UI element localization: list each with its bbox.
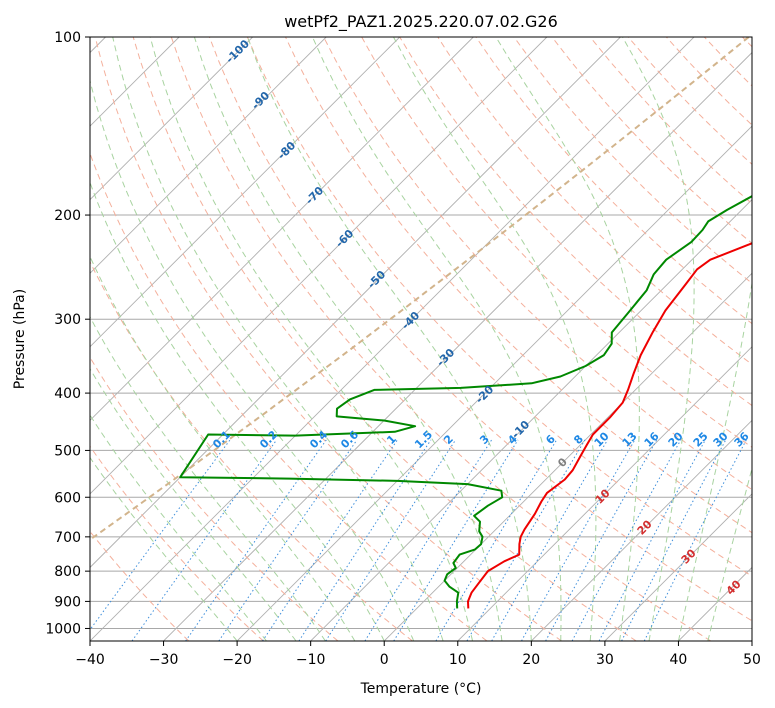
mixing-ratio-line [521,439,636,641]
isobar-lines [90,37,752,629]
isotherm-line [90,37,253,201]
isotherm-line [90,37,621,569]
y-axis-ticks: 100 200 300 400 500 600 700 800 900 1000 [45,30,90,638]
moist-adiabat-line [622,37,695,641]
dewpoint-line [179,194,752,609]
isotherm-line [90,37,401,348]
mixing-ratio-line [393,439,519,641]
x-tick-label: −30 [149,652,179,668]
moist-adiabat-line [247,37,532,641]
y-tick-label: 700 [54,530,81,546]
x-tick-label: −20 [222,652,252,668]
heavy-adiabat-line [90,37,750,541]
moist-adiabat-line [112,37,444,641]
moist-adiabat-line [312,37,562,641]
sounding-series [179,194,752,609]
x-tick-label: 30 [596,652,614,668]
dry-adiabat-line [323,37,752,491]
mixing-ratio-line [90,439,231,631]
moist-adiabat-line [90,315,326,641]
dry-adiabat-line [246,37,752,577]
moist-adiabat-line [90,456,238,641]
y-axis-label: Pressure (hPa) [12,289,28,389]
mixing-ratio-line [545,439,658,641]
x-tick-label: 0 [380,652,389,668]
moist-adiabat-line [677,280,752,641]
dry-adiabat-line [90,356,339,641]
dry-adiabat-line [208,37,752,622]
x-tick-label: 20 [522,652,540,668]
y-tick-label: 400 [54,386,81,402]
mixing-ratio-line [325,439,457,641]
mixing-ratio-line [218,439,358,641]
isotherm-line [90,37,695,641]
moist-adiabat-line [90,78,415,641]
y-tick-label: 800 [54,564,81,580]
y-tick-label: 600 [54,490,81,506]
x-tick-label: −10 [296,652,326,668]
moist-adiabat-line [193,37,503,641]
moist-adiabat-line [90,414,267,641]
y-tick-label: 1000 [45,622,81,638]
isotherm-line [90,37,474,421]
moist-adiabat-line [495,37,640,641]
dry-adiabat-line [513,37,752,284]
moist-adiabat-line [393,37,597,641]
mixing-ratio-line [466,439,586,641]
isotherm-line [604,493,752,641]
moist-adiabat-line [90,367,297,641]
moist-adiabat-lines [90,37,752,641]
dry-adiabat-line [90,445,264,641]
x-tick-label: 50 [743,652,761,668]
x-tick-label: 40 [669,652,687,668]
mixing-ratio-line [435,439,558,641]
isotherm-line [236,125,752,641]
dry-adiabat-line [170,37,712,641]
y-tick-label: 100 [54,30,81,46]
moist-adiabat-line [707,466,752,641]
dry-adiabat-line [94,37,562,641]
x-axis-ticks: −40 −30 −20 −10 0 10 20 30 40 50 [75,641,761,668]
y-tick-label: 200 [54,208,81,224]
mixing-ratio-lines [90,439,747,641]
chart-title: wetPf2_PAZ1.2025.220.07.02.G26 [284,12,558,32]
dry-adiabat-line [90,260,413,641]
isotherm-line [163,51,752,641]
y-tick-label: 500 [54,443,81,459]
x-tick-label: 10 [449,652,467,668]
plot-frame [89,36,753,642]
plot-area: -100-90-80-70-60-50-40-30-20-1000.1 0.2 0.… [90,37,752,641]
isotherm-line [383,272,752,641]
mixing-ratio-line [364,439,493,641]
isotherm-line [90,37,327,274]
dry-adiabat-lines [90,37,752,641]
mixing-ratio-line [262,439,398,641]
x-tick-label: −40 [75,652,105,668]
dry-adiabat-line [132,37,637,641]
mixing-ratio-line [491,439,609,641]
moist-adiabat-line [90,255,356,641]
mixing-ratio-line [185,439,327,641]
isotherm-line [90,37,548,495]
moist-adiabat-line [149,37,473,641]
temperature-line [467,242,752,609]
dry-adiabat-line [285,37,752,534]
x-axis-label: Temperature (°C) [360,681,482,697]
mixing-ratio-line [643,439,747,641]
mixing-ratio-line [298,439,432,641]
y-tick-label: 900 [54,594,81,610]
y-tick-label: 300 [54,312,81,328]
